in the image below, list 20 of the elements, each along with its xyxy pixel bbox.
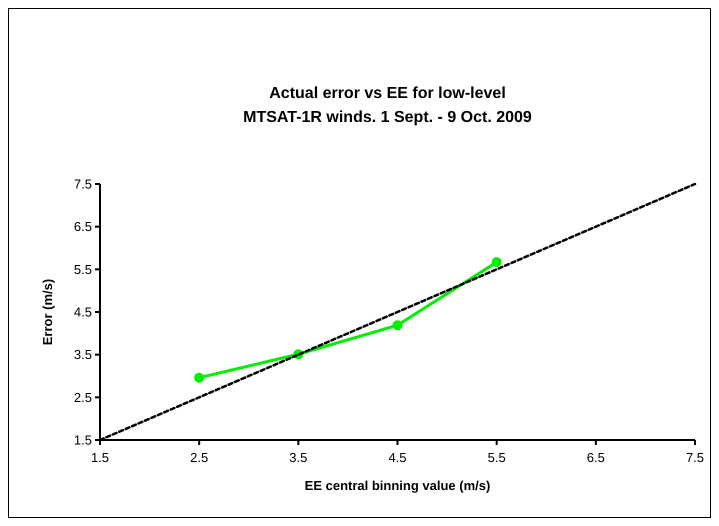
x-tick-label: 3.5 bbox=[289, 450, 308, 465]
x-axis-title: EE central binning value (m/s) bbox=[304, 478, 490, 493]
x-tick-label: 5.5 bbox=[488, 450, 506, 465]
x-tick-label: 1.5 bbox=[90, 450, 110, 465]
chart-title: Actual error vs EE for low-level MTSAT-1R winds. 1 Sept. - 9 Oct. 2009 bbox=[243, 85, 532, 126]
y-tick-label: 3.5 bbox=[74, 347, 92, 362]
y-tick-label: 1.5 bbox=[74, 432, 92, 448]
y-axis-title: Error (m/s) bbox=[40, 278, 55, 346]
y-tick-label: 5.5 bbox=[74, 262, 92, 277]
x-tick-label: 2.5 bbox=[190, 450, 208, 465]
x-tick-label: 7.5 bbox=[686, 450, 704, 465]
point bbox=[492, 257, 502, 268]
point bbox=[392, 320, 402, 330]
y-tick-label: 6.5 bbox=[74, 219, 92, 234]
y-tick-label: 2.5 bbox=[74, 390, 92, 405]
y-tick-label: 7.5 bbox=[74, 176, 92, 192]
x-tick-label: 6.5 bbox=[586, 450, 605, 465]
x-tick-label: 4.5 bbox=[388, 450, 407, 465]
y-tick-label: 4.5 bbox=[74, 304, 92, 320]
point bbox=[194, 372, 204, 383]
